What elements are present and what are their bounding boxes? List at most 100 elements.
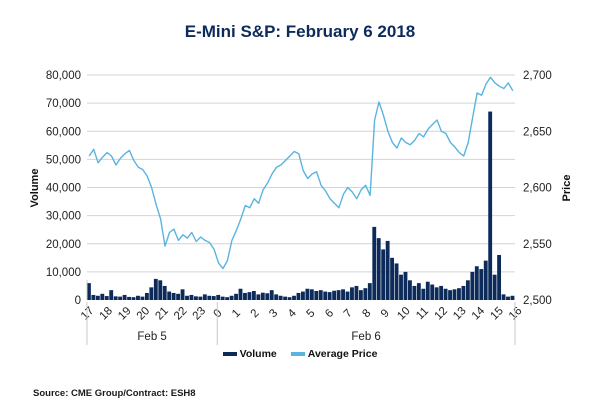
volume-bar bbox=[479, 269, 484, 300]
volume-bar bbox=[251, 291, 256, 300]
volume-bar bbox=[158, 280, 163, 300]
volume-bar bbox=[385, 240, 390, 300]
volume-bar bbox=[87, 283, 91, 300]
volume-bar bbox=[309, 289, 314, 300]
y-tick-left: 80,000 bbox=[46, 70, 81, 82]
volume-bar bbox=[403, 271, 408, 300]
x-group-label: Feb 6 bbox=[351, 331, 380, 343]
volume-bar bbox=[408, 280, 412, 300]
volume-bar bbox=[229, 295, 234, 300]
volume-bar bbox=[314, 291, 319, 300]
x-tick-hour: 9 bbox=[379, 307, 392, 320]
legend-item-price: Average Price bbox=[290, 348, 377, 360]
y-axis-right-title: Price bbox=[561, 175, 573, 202]
volume-bar bbox=[136, 295, 140, 300]
volume-bar bbox=[100, 293, 105, 300]
volume-bar bbox=[180, 289, 185, 300]
volume-bar bbox=[118, 296, 123, 300]
volume-bar bbox=[421, 288, 426, 300]
volume-bar bbox=[483, 260, 488, 300]
volume-bar bbox=[202, 294, 207, 300]
volume-bar bbox=[332, 290, 337, 300]
x-tick-hour: 21 bbox=[153, 305, 171, 323]
volume-bar bbox=[247, 292, 252, 300]
volume-bar bbox=[488, 111, 493, 300]
y-tick-left: 40,000 bbox=[46, 183, 81, 195]
x-tick-hour: 23 bbox=[191, 305, 209, 323]
volume-bar bbox=[318, 290, 323, 300]
y-tick-left: 70,000 bbox=[46, 98, 81, 110]
volume-bar bbox=[95, 295, 100, 300]
volume-bar bbox=[153, 278, 158, 300]
x-tick-hour: 2 bbox=[249, 307, 262, 320]
volume-bar bbox=[492, 274, 497, 300]
volume-bar bbox=[91, 294, 96, 300]
volume-bar bbox=[292, 295, 296, 300]
volume-bar bbox=[416, 283, 421, 300]
volume-bar bbox=[452, 289, 457, 300]
volume-bar bbox=[104, 296, 109, 300]
volume-bar bbox=[474, 266, 479, 300]
price-line bbox=[88, 76, 514, 270]
legend-swatch-volume bbox=[222, 352, 237, 356]
x-tick-hour: 20 bbox=[135, 305, 153, 323]
y-tick-right: 2,550 bbox=[523, 239, 552, 251]
volume-bar bbox=[354, 285, 359, 300]
volume-bar bbox=[443, 288, 448, 300]
volume-bar bbox=[381, 249, 386, 300]
x-tick-hour: 10 bbox=[395, 305, 413, 323]
volume-bar bbox=[412, 285, 417, 300]
x-tick-hour: 4 bbox=[286, 307, 299, 320]
y-tick-right: 2,600 bbox=[523, 183, 552, 195]
legend-item-volume: Volume bbox=[222, 348, 277, 360]
volume-bar bbox=[269, 290, 274, 300]
volume-bar bbox=[211, 296, 216, 300]
volume-bar bbox=[140, 296, 145, 300]
volume-bar bbox=[497, 255, 502, 300]
volume-bar bbox=[372, 226, 377, 300]
legend-swatch-price bbox=[290, 352, 305, 356]
volume-bar bbox=[162, 285, 167, 300]
x-tick-hour: 3 bbox=[267, 307, 280, 320]
volume-bar bbox=[296, 292, 301, 300]
volume-bar bbox=[113, 296, 118, 300]
volume-bar bbox=[345, 291, 350, 300]
y-axis-left-title: Volume bbox=[29, 169, 41, 208]
volume-bar bbox=[448, 290, 452, 300]
volume-bar bbox=[131, 297, 136, 300]
volume-bar bbox=[265, 293, 270, 300]
volume-bar bbox=[189, 294, 194, 300]
volume-bar bbox=[434, 287, 439, 300]
volume-bar bbox=[367, 283, 372, 300]
volume-bar bbox=[243, 292, 247, 300]
volume-bar bbox=[171, 292, 176, 300]
volume-bar bbox=[216, 294, 221, 300]
volume-bar bbox=[176, 293, 181, 300]
price-series-line bbox=[88, 76, 514, 270]
y-tick-left: 10,000 bbox=[46, 267, 81, 279]
volume-bar bbox=[323, 291, 328, 300]
volume-bar bbox=[465, 280, 470, 300]
volume-bar bbox=[394, 263, 399, 300]
volume-bar bbox=[363, 288, 368, 300]
volume-bar bbox=[144, 292, 149, 300]
volume-bar bbox=[350, 287, 354, 300]
chart-title: E-Mini S&P: February 6 2018 bbox=[184, 22, 416, 41]
volume-bar bbox=[122, 294, 127, 300]
volume-bar bbox=[149, 287, 154, 300]
volume-bar bbox=[327, 292, 332, 300]
y-tick-left: 60,000 bbox=[46, 126, 81, 138]
volume-bar bbox=[457, 288, 461, 300]
volume-bar bbox=[501, 294, 506, 300]
volume-bar bbox=[278, 295, 283, 300]
x-tick-hour: 18 bbox=[98, 305, 116, 323]
volume-bar bbox=[287, 297, 292, 300]
volume-bar bbox=[336, 290, 341, 300]
volume-bar bbox=[425, 281, 430, 300]
volume-bar bbox=[127, 296, 131, 300]
volume-bar bbox=[439, 285, 444, 300]
volume-bar bbox=[305, 288, 310, 300]
x-tick-hour: 0 bbox=[211, 307, 224, 320]
legend: Volume Average Price bbox=[0, 348, 600, 360]
